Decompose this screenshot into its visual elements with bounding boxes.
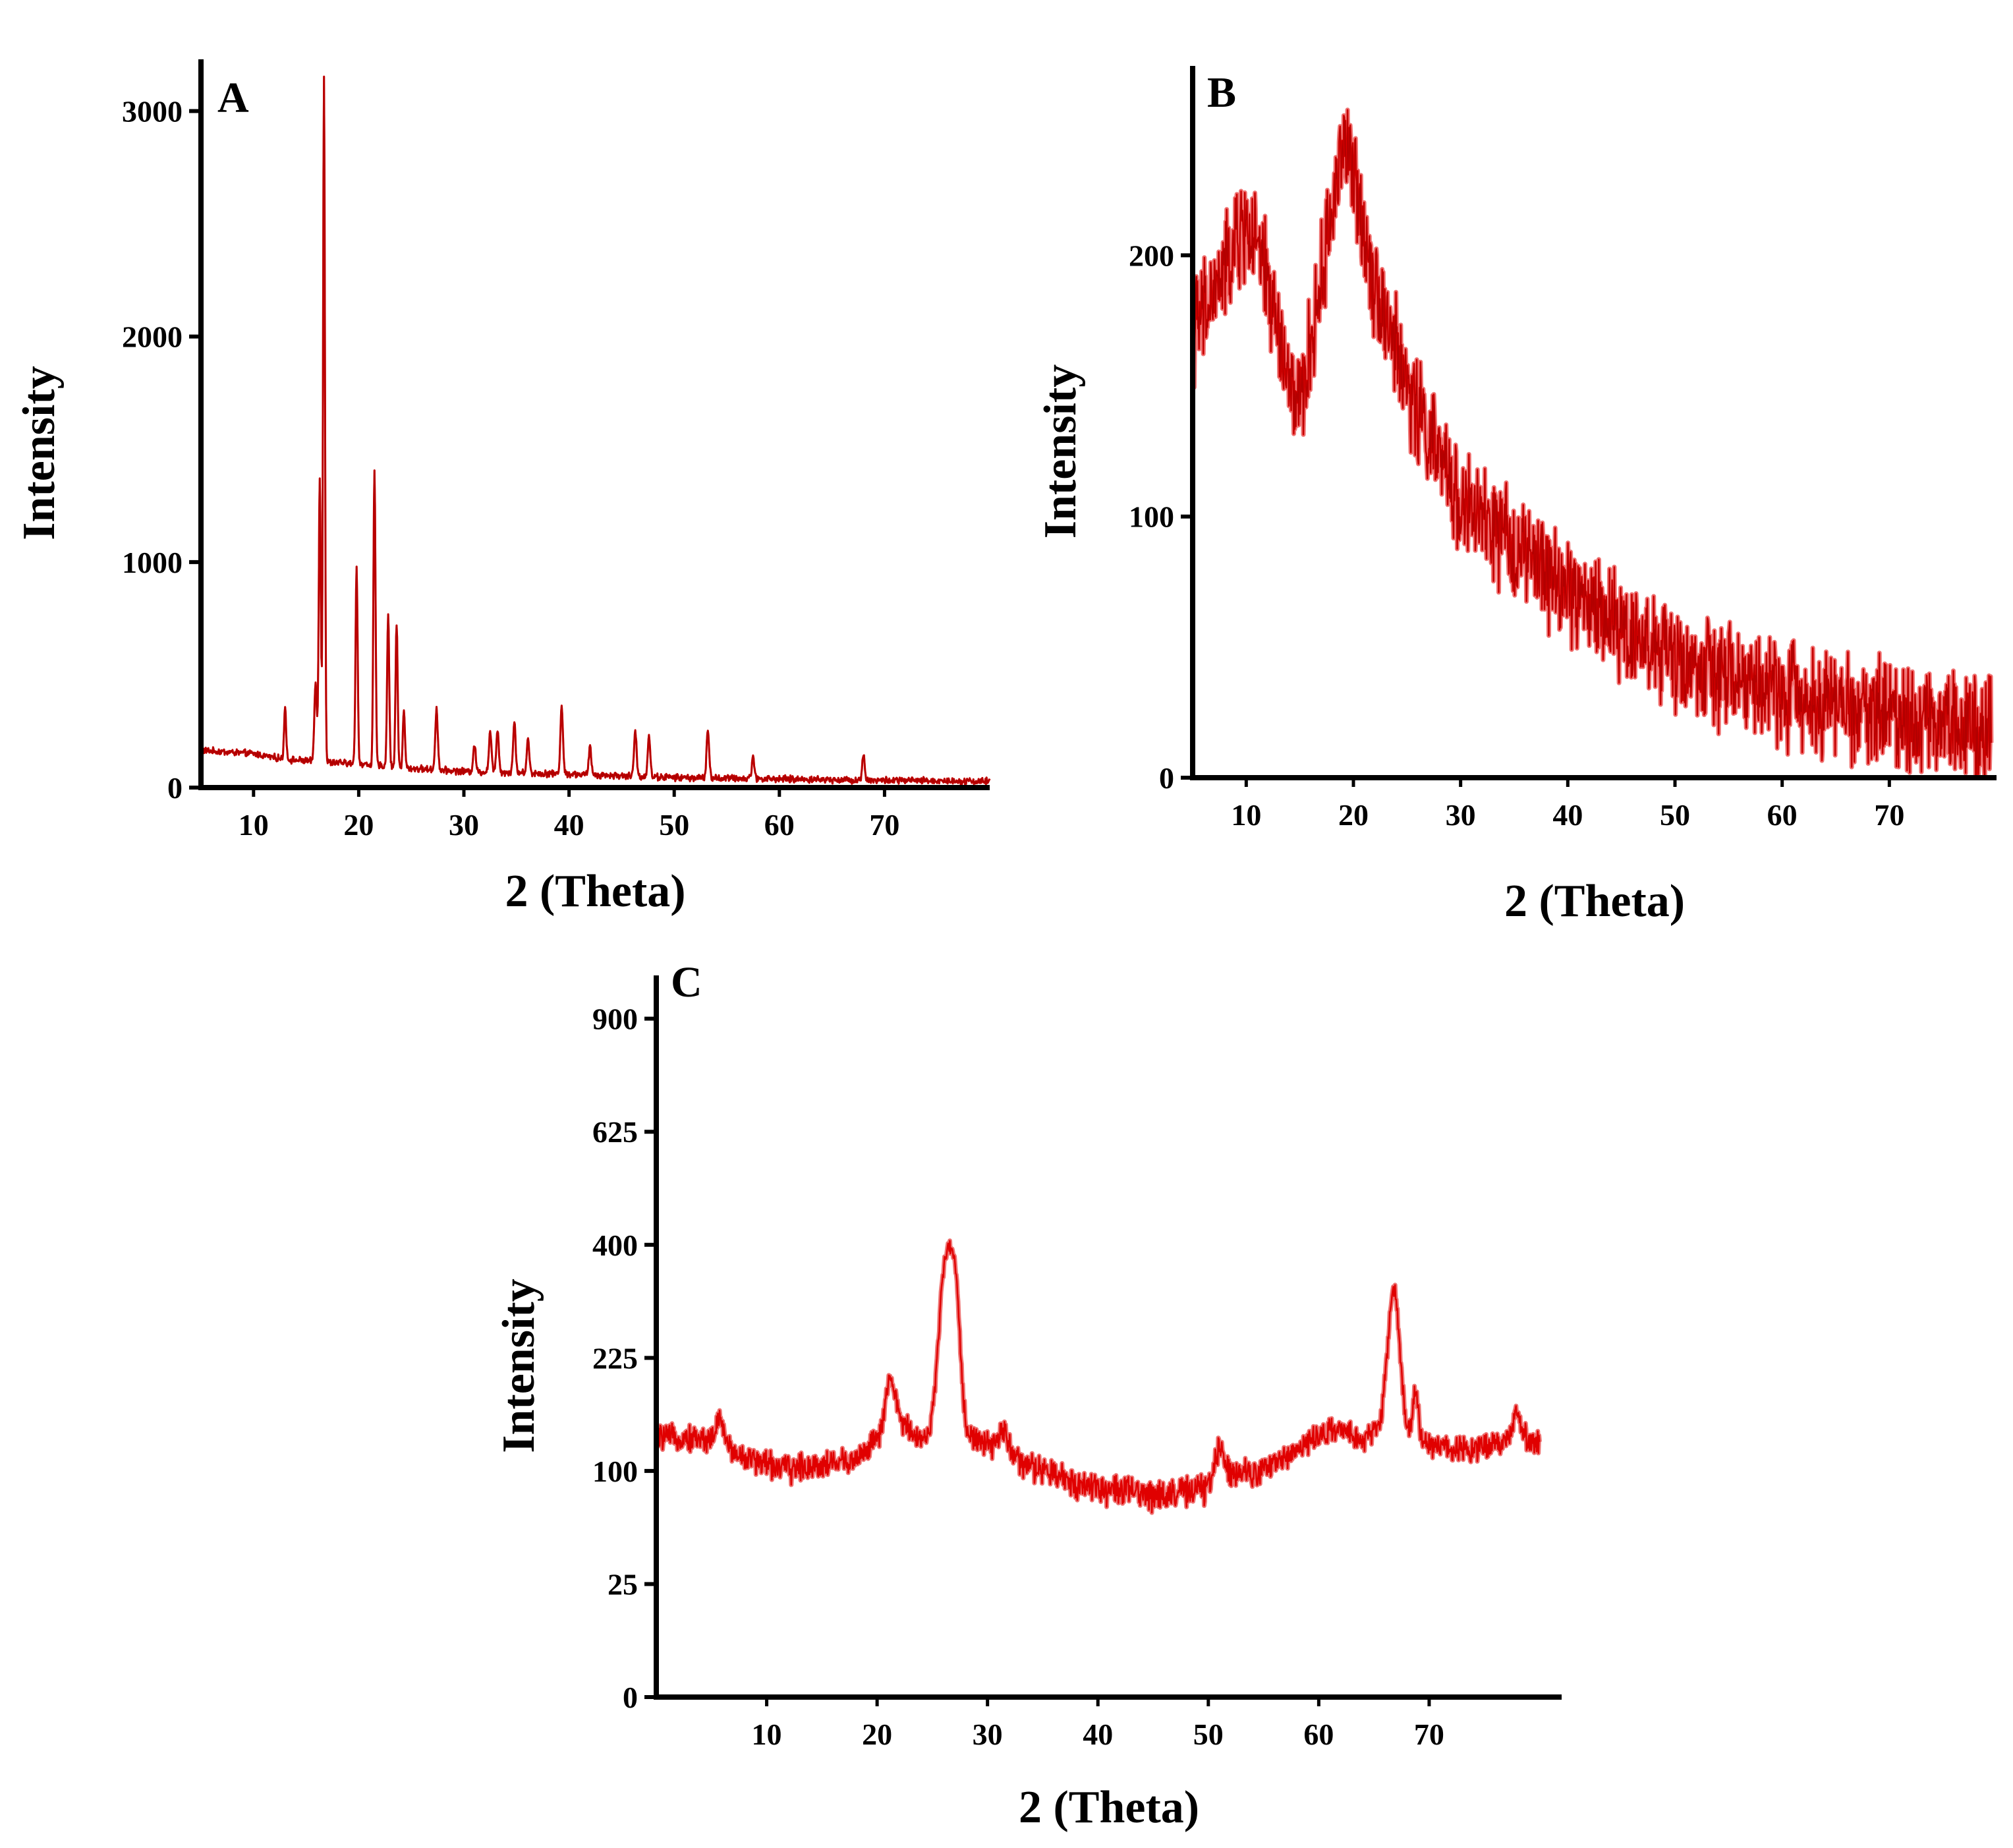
y-axis-title: Intensity <box>1035 364 1086 538</box>
x-tick-label: 70 <box>1874 798 1904 832</box>
y-tick-label: 0 <box>623 1681 638 1714</box>
x-tick-label: 10 <box>1231 798 1261 832</box>
x-tick-label: 20 <box>862 1718 892 1751</box>
x-tick-label: 60 <box>764 808 795 842</box>
panel-label: C <box>671 958 702 1006</box>
chart-panel-c: 0 25 100 225 400 625 900 10 20 30 40 50 60 70 2 (Theta… <box>494 958 1562 1833</box>
y-axis-title: Intensity <box>494 1279 544 1453</box>
x-tick-label: 50 <box>1193 1718 1224 1751</box>
y-tick-label: 625 <box>592 1115 638 1149</box>
x-tick-label: 30 <box>1446 798 1476 832</box>
x-tick-label: 20 <box>343 808 374 842</box>
y-tick-label: 200 <box>1129 239 1174 272</box>
y-axis-title: Intensity <box>14 366 65 540</box>
x-tick-label: 70 <box>1414 1718 1444 1751</box>
y-tick-label: 225 <box>592 1341 638 1375</box>
y-tick-label: 25 <box>608 1567 638 1601</box>
y-tick-label: 1000 <box>122 546 183 579</box>
x-axis-title: 2 (Theta) <box>1504 876 1685 927</box>
panel-label: A <box>217 74 249 122</box>
y-tick-label: 100 <box>592 1455 638 1488</box>
x-tick-label: 30 <box>973 1718 1003 1751</box>
x-tick-label: 20 <box>1338 798 1369 832</box>
x-tick-label: 40 <box>1083 1718 1113 1751</box>
x-tick-label: 70 <box>869 808 899 842</box>
x-tick-label: 10 <box>239 808 269 842</box>
x-tick-label: 40 <box>1552 798 1583 832</box>
x-tick-label: 30 <box>449 808 479 842</box>
y-tick-label: 0 <box>1159 761 1174 795</box>
y-tick-label: 100 <box>1129 500 1174 534</box>
series-line <box>658 1240 1541 1514</box>
x-axis-title: 2 (Theta) <box>1019 1782 1199 1833</box>
x-axis-title: 2 (Theta) <box>505 866 685 917</box>
panel-label: B <box>1207 69 1236 117</box>
x-tick-label: 50 <box>659 808 689 842</box>
chart-panel-b: 0 100 200 10 20 30 40 50 60 70 2 (Theta) Intensity B <box>1035 66 1997 927</box>
y-tick-label: 3000 <box>122 94 183 128</box>
x-tick-label: 10 <box>752 1718 782 1751</box>
chart-panel-a: 0 1000 2000 3000 10 20 30 40 50 60 70 2 (Theta) Inte… <box>14 59 991 917</box>
series-line-core <box>1192 109 1992 778</box>
x-tick-label: 40 <box>554 808 584 842</box>
y-tick-label: 2000 <box>122 320 183 354</box>
y-tick-label: 400 <box>592 1228 638 1262</box>
y-tick-label: 0 <box>167 771 183 805</box>
x-tick-label: 50 <box>1660 798 1690 832</box>
y-tick-label: 900 <box>592 1002 638 1036</box>
x-tick-label: 60 <box>1767 798 1798 832</box>
x-tick-label: 60 <box>1303 1718 1334 1751</box>
series-line-core <box>200 76 990 786</box>
